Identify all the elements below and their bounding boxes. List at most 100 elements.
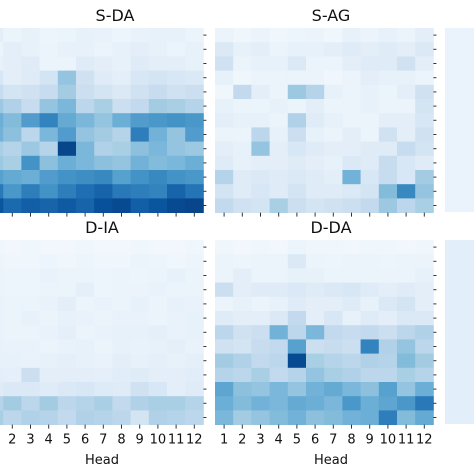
heatmap-cell — [287, 353, 307, 369]
heatmap-cell — [76, 28, 95, 43]
heatmap-cell — [148, 184, 168, 199]
cropped-neighbor-panel-bottom — [445, 240, 474, 424]
heatmap-cell — [3, 56, 22, 71]
heatmap-cell — [21, 410, 40, 425]
heatmap-cell — [233, 240, 252, 255]
heatmap-cell — [397, 367, 416, 383]
heatmap-cell — [21, 339, 40, 354]
heatmap-cell — [21, 296, 40, 312]
heatmap-cell — [287, 56, 307, 71]
heatmap-cell — [360, 56, 380, 71]
heatmap-cell — [94, 28, 113, 43]
heatmap-cell — [324, 56, 343, 71]
heatmap-cell — [94, 155, 113, 171]
heatmap-cell — [360, 84, 380, 100]
heatmap-cell — [112, 353, 131, 369]
heatmap-cell — [360, 155, 380, 171]
heatmap-cell — [185, 339, 204, 354]
heatmap-cell — [112, 325, 131, 340]
heatmap-cell — [39, 282, 59, 298]
heatmap-cell — [57, 184, 77, 199]
heatmap-cell — [167, 282, 186, 298]
heatmap-cell — [76, 184, 95, 199]
heatmap-cell — [94, 141, 113, 157]
heatmap-cell — [21, 99, 40, 114]
heatmap-cell — [167, 141, 186, 157]
heatmap-cell — [415, 311, 434, 326]
heatmap-cell — [415, 367, 434, 383]
heatmap-cell — [306, 184, 325, 199]
heatmap-cell — [76, 325, 95, 340]
heatmap-cell — [3, 42, 22, 57]
heatmap-cell — [130, 84, 150, 100]
heatmap-cell — [39, 28, 59, 43]
heatmap-cell — [287, 141, 307, 157]
heatmap-cell — [167, 367, 186, 383]
heatmap-cell — [378, 240, 398, 255]
heatmap-cell — [324, 84, 343, 100]
heatmap-cell — [185, 56, 204, 71]
heatmap-cell — [415, 184, 434, 199]
heatmap-cell — [287, 70, 307, 86]
heatmap-cell — [148, 240, 168, 255]
heatmap-cell — [57, 42, 77, 57]
heatmap-cell — [185, 240, 204, 255]
heatmap-cell — [130, 339, 150, 354]
heatmap-cell — [397, 84, 416, 100]
heatmap-cell — [342, 396, 361, 411]
heatmap-cell — [3, 254, 22, 269]
heatmap-cell — [94, 296, 113, 312]
heatmap-cell — [324, 339, 343, 354]
heatmap-cell — [251, 282, 270, 298]
heatmap-cell — [306, 70, 325, 86]
heatmap-cell — [251, 367, 270, 383]
heatmap-cell — [148, 296, 168, 312]
heatmap-cell — [167, 84, 186, 100]
heatmap-cell — [185, 311, 204, 326]
heatmap-cell — [3, 339, 22, 354]
heatmap-cell — [287, 113, 307, 128]
heatmap-cell — [251, 198, 270, 213]
heatmap-cell — [130, 353, 150, 369]
heatmap-cell — [324, 184, 343, 199]
heatmap-cell — [324, 325, 343, 340]
heatmap-cell — [342, 155, 361, 171]
heatmap-cell — [306, 170, 325, 185]
heatmap-cell — [342, 311, 361, 326]
heatmap-cell — [130, 268, 150, 283]
heatmap-cell — [148, 353, 168, 369]
heatmap-cell — [324, 198, 343, 213]
heatmap-cell — [342, 367, 361, 383]
heatmap-cell — [360, 99, 380, 114]
heatmap-cell — [167, 28, 186, 43]
heatmap-cell — [130, 240, 150, 255]
x-tick-labels: 123456789101112123456789101112 — [8, 433, 432, 448]
heatmap-cell — [415, 353, 434, 369]
heatmap-cell — [185, 127, 204, 142]
heatmap-cell — [148, 396, 168, 411]
heatmap-cell — [148, 113, 168, 128]
heatmap-cell — [269, 28, 289, 43]
heatmap-cell — [378, 127, 398, 142]
heatmap-cell — [360, 367, 380, 383]
heatmap-cell — [378, 42, 398, 57]
heatmap-cell — [233, 410, 252, 425]
x-tick-label: 7 — [99, 433, 107, 448]
x-tick-label: 9 — [366, 433, 374, 448]
heatmap-cell — [57, 325, 77, 340]
heatmap-cell — [167, 410, 186, 425]
heatmap-cell — [21, 254, 40, 269]
heatmap-cell — [360, 141, 380, 157]
heatmap-cell — [378, 28, 398, 43]
heatmap-cell — [112, 410, 131, 425]
heatmap-cell — [76, 367, 95, 383]
heatmap-cell — [0, 42, 4, 57]
heatmap-cell — [112, 84, 131, 100]
heatmap-cell — [112, 141, 131, 157]
heatmap-cell — [21, 311, 40, 326]
heatmap-cell — [397, 325, 416, 340]
heatmap-cell — [94, 99, 113, 114]
heatmap-cell — [251, 28, 270, 43]
heatmap-cell — [233, 367, 252, 383]
heatmap-cell — [148, 198, 168, 213]
